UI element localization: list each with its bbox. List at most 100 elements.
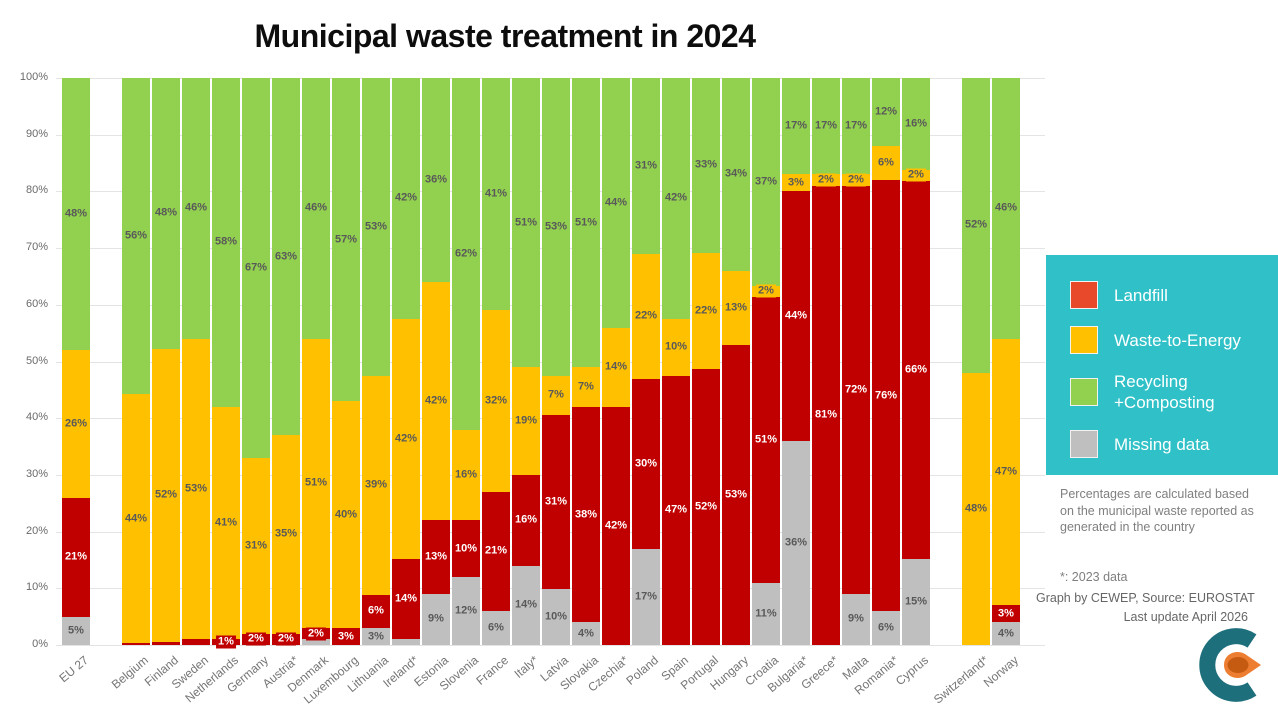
- bar-malta: 9% 72% 2% 17%: [842, 78, 870, 645]
- segment-value-label: 41%: [212, 516, 240, 530]
- bar-bulgaria: 36% 44% 3% 17%: [782, 78, 810, 645]
- segment-missing: 9%: [422, 593, 450, 645]
- segment-wte: 2%: [842, 173, 870, 187]
- segment-recycling: 46%: [302, 78, 330, 339]
- legend-swatch-wte: [1070, 326, 1098, 354]
- segment-landfill: 38%: [572, 406, 600, 623]
- segment-value-label: 37%: [752, 175, 780, 189]
- segment-recycling: 41%: [482, 78, 510, 311]
- y-tick-label: 0%: [32, 638, 48, 650]
- segment-recycling: 51%: [512, 78, 540, 368]
- segment-value-label: 3%: [336, 630, 356, 643]
- segment-recycling: 16%: [902, 78, 930, 170]
- segment-wte: 52%: [152, 348, 180, 642]
- bar-czechia: 42% 14% 44%: [602, 78, 630, 645]
- bar-slovakia: 4% 38% 7% 51%: [572, 78, 600, 645]
- segment-value-label: 53%: [362, 220, 390, 234]
- segment-value-label: 9%: [846, 612, 866, 626]
- segment-recycling: 34%: [722, 78, 750, 271]
- segment-wte: 26%: [62, 350, 90, 498]
- segment-recycling: 57%: [332, 78, 360, 402]
- segment-landfill: 21%: [62, 497, 90, 617]
- y-tick-label: 20%: [25, 524, 48, 537]
- segment-value-label: 16%: [902, 117, 930, 131]
- bar-netherlands: 1% 41% 58%: [212, 78, 240, 649]
- cewep-logo: [1199, 628, 1261, 702]
- segment-value-label: 57%: [332, 233, 360, 247]
- bar-luxembourg: 3% 40% 57%: [332, 78, 360, 645]
- legend: Landfill Waste-to-Energy Recycling +Compos…: [1046, 255, 1278, 475]
- segment-value-label: 6%: [876, 156, 896, 170]
- segment-recycling: 31%: [632, 78, 660, 254]
- segment-value-label: 42%: [602, 519, 630, 533]
- segment-recycling: 62%: [452, 78, 480, 430]
- segment-value-label: 48%: [152, 206, 180, 220]
- bar-cyprus: 15% 66% 2% 16%: [902, 78, 930, 645]
- bar-austria: 2% 35% 63%: [272, 78, 300, 646]
- segment-wte: 22%: [632, 253, 660, 379]
- segment-value-label: 22%: [692, 304, 720, 318]
- segment-wte: 14%: [602, 327, 630, 407]
- segment-value-label: 47%: [662, 503, 690, 517]
- bar-croatia: 11% 51% 2% 37%: [752, 78, 780, 645]
- segment-value-label: 12%: [872, 105, 900, 119]
- segment-value-label: 6%: [486, 621, 506, 635]
- segment-value-label: 36%: [782, 536, 810, 550]
- segment-value-label: 26%: [62, 417, 90, 431]
- segment-recycling: 53%: [542, 78, 570, 376]
- segment-value-label: 17%: [812, 119, 840, 133]
- bar-switzerland: 48% 52%: [962, 78, 990, 645]
- segment-landfill: 13%: [422, 520, 450, 594]
- segment-value-label: 30%: [632, 457, 660, 471]
- segment-value-label: 22%: [632, 309, 660, 323]
- segment-landfill: 1%: [212, 635, 240, 649]
- bar-latvia: 10% 31% 7% 53%: [542, 78, 570, 645]
- segment-landfill: 3%: [992, 605, 1020, 623]
- segment-missing: [392, 639, 420, 645]
- segment-landfill: 81%: [812, 185, 840, 645]
- segment-value-label: 2%: [756, 284, 776, 298]
- segment-value-label: 34%: [722, 167, 750, 181]
- segment-recycling: 42%: [392, 78, 420, 319]
- segment-recycling: 46%: [182, 78, 210, 339]
- bar-norway: 4% 3% 47% 46%: [992, 78, 1020, 645]
- segment-value-label: 42%: [392, 432, 420, 446]
- segment-value-label: 6%: [876, 621, 896, 635]
- legend-label: Landfill: [1114, 285, 1168, 305]
- segment-landfill: 6%: [362, 594, 390, 629]
- segment-value-label: 14%: [392, 592, 420, 606]
- segment-value-label: 13%: [422, 550, 450, 564]
- segment-value-label: 51%: [512, 216, 540, 230]
- segment-value-label: 53%: [542, 220, 570, 234]
- segment-value-label: 51%: [752, 433, 780, 447]
- segment-value-label: 53%: [722, 488, 750, 502]
- segment-value-label: 5%: [66, 624, 86, 638]
- segment-value-label: 32%: [482, 394, 510, 408]
- segment-value-label: 17%: [632, 590, 660, 604]
- legend-item-wte: Waste-to-Energy: [1070, 326, 1278, 354]
- segment-value-label: 35%: [272, 527, 300, 541]
- segment-value-label: 3%: [366, 630, 386, 644]
- gridline: [56, 645, 1045, 646]
- segment-wte: 51%: [302, 338, 330, 629]
- segment-recycling: 44%: [602, 78, 630, 328]
- segment-wte: 35%: [272, 435, 300, 634]
- note-calculation: Percentages are calculated based on the …: [1060, 487, 1254, 534]
- segment-value-label: 39%: [362, 478, 390, 492]
- segment-value-label: 31%: [632, 159, 660, 173]
- segment-value-label: 13%: [722, 301, 750, 315]
- segment-value-label: 3%: [786, 176, 806, 190]
- segment-recycling: 63%: [272, 78, 300, 436]
- segment-recycling: 17%: [842, 78, 870, 175]
- segment-recycling: 36%: [422, 78, 450, 283]
- segment-missing: 3%: [362, 628, 390, 645]
- segment-landfill: 51%: [752, 296, 780, 584]
- legend-item-landfill: Landfill: [1070, 281, 1278, 309]
- note-update: Last update April 2026: [1123, 610, 1248, 624]
- segment-wte: 3%: [782, 174, 810, 192]
- segment-landfill: [152, 641, 180, 645]
- segment-value-label: 36%: [422, 173, 450, 187]
- segment-value-label: 7%: [546, 388, 566, 402]
- segment-value-label: 33%: [692, 158, 720, 172]
